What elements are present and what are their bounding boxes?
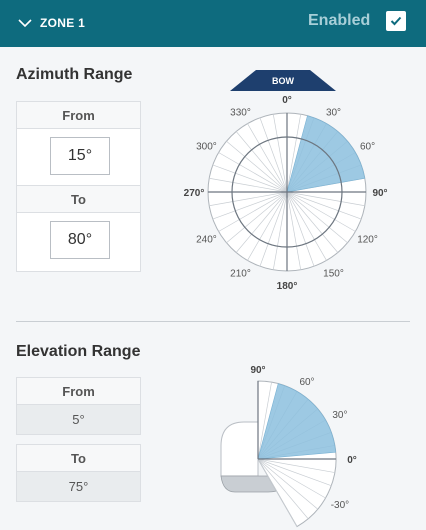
elevation-tick-label: -30° (331, 500, 349, 511)
azimuth-tick-label: 0° (282, 95, 292, 106)
elevation-to-value: 75° (17, 472, 140, 501)
azimuth-grid-line (286, 191, 327, 261)
azimuth-from-label: From (17, 102, 140, 129)
elevation-grid-line (257, 458, 298, 527)
azimuth-grid-line (286, 191, 315, 267)
azimuth-to-input[interactable] (50, 221, 110, 259)
azimuth-grid-line (286, 191, 339, 253)
vessel-outline (220, 421, 259, 477)
azimuth-grid-line (226, 191, 288, 244)
elevation-range-sector (257, 383, 337, 460)
azimuth-tick-label: 270° (184, 188, 205, 199)
azimuth-grid-line (286, 191, 365, 207)
elevation-tick-label: 30° (332, 410, 347, 421)
elevation-from-value: 5° (17, 405, 140, 434)
bow-marker (230, 70, 336, 91)
azimuth-grid-line (259, 191, 288, 267)
azimuth-to-field: To (16, 185, 141, 272)
azimuth-grid-line (272, 114, 288, 193)
elevation-tick-label: 0° (347, 455, 357, 466)
azimuth-grid-line (247, 191, 288, 261)
azimuth-tick-label: 60° (360, 142, 375, 153)
azimuth-grid-line (235, 191, 288, 253)
azimuth-to-label: To (17, 186, 140, 213)
azimuth-tick-label: 150° (323, 269, 344, 280)
zone-header[interactable]: ZONE 1 Enabled (0, 0, 426, 47)
azimuth-tick-label: 210° (230, 269, 251, 280)
azimuth-tick-label: 90° (372, 188, 387, 199)
elevation-grid-line (257, 458, 335, 473)
azimuth-grid-line (235, 131, 288, 193)
azimuth-grid-line (259, 117, 288, 193)
azimuth-grid-line (218, 191, 288, 232)
azimuth-tick-label: 120° (357, 235, 378, 246)
azimuth-tick-label: 300° (196, 142, 217, 153)
enabled-checkbox[interactable] (386, 11, 406, 31)
azimuth-from-input[interactable] (50, 137, 110, 175)
azimuth-grid-line (247, 123, 288, 193)
elevation-grid-line (257, 458, 309, 519)
elevation-tick-label: 90° (250, 365, 265, 376)
azimuth-grid-line (286, 191, 348, 244)
azimuth-grid-line (286, 191, 302, 270)
azimuth-grid-line (218, 152, 288, 193)
azimuth-grid-line (212, 191, 288, 220)
azimuth-grid-line (209, 191, 288, 207)
elevation-tick-label: 60° (299, 377, 314, 388)
azimuth-grid-line (286, 191, 356, 232)
chevron-down-icon[interactable] (17, 15, 33, 31)
azimuth-grid-line (209, 177, 288, 193)
azimuth-tick-label: 180° (277, 281, 298, 292)
azimuth-grid-line (212, 164, 288, 193)
azimuth-grid-line (226, 140, 288, 193)
elevation-grid-line (257, 382, 272, 460)
elevation-from-label: From (17, 378, 140, 405)
elevation-from-field: From 5° (16, 377, 141, 435)
section-divider (16, 321, 410, 322)
elevation-grid-line (257, 458, 318, 510)
azimuth-grid-line (286, 114, 302, 193)
elevation-to-field: To 75° (16, 444, 141, 502)
enabled-label: Enabled (308, 12, 371, 29)
elevation-grid-line (257, 458, 326, 499)
elevation-to-label: To (17, 445, 140, 472)
elevation-title: Elevation Range (16, 343, 141, 360)
azimuth-title: Azimuth Range (16, 66, 133, 83)
bow-label: BOW (272, 76, 295, 86)
azimuth-tick-label: 240° (196, 235, 217, 246)
zone-title: ZONE 1 (40, 16, 86, 30)
elevation-grid-line (257, 458, 332, 487)
azimuth-grid-line (286, 191, 362, 220)
azimuth-from-field: From (16, 101, 141, 188)
azimuth-dial[interactable]: BOW 0° 30° 60° 90° 120° 150° 180° 210° 240° 270° 3… (0, 0, 426, 320)
checkmark-icon (390, 16, 402, 26)
azimuth-tick-label: 30° (326, 107, 341, 118)
azimuth-grid-line (272, 191, 288, 270)
azimuth-tick-label: 330° (230, 107, 251, 118)
